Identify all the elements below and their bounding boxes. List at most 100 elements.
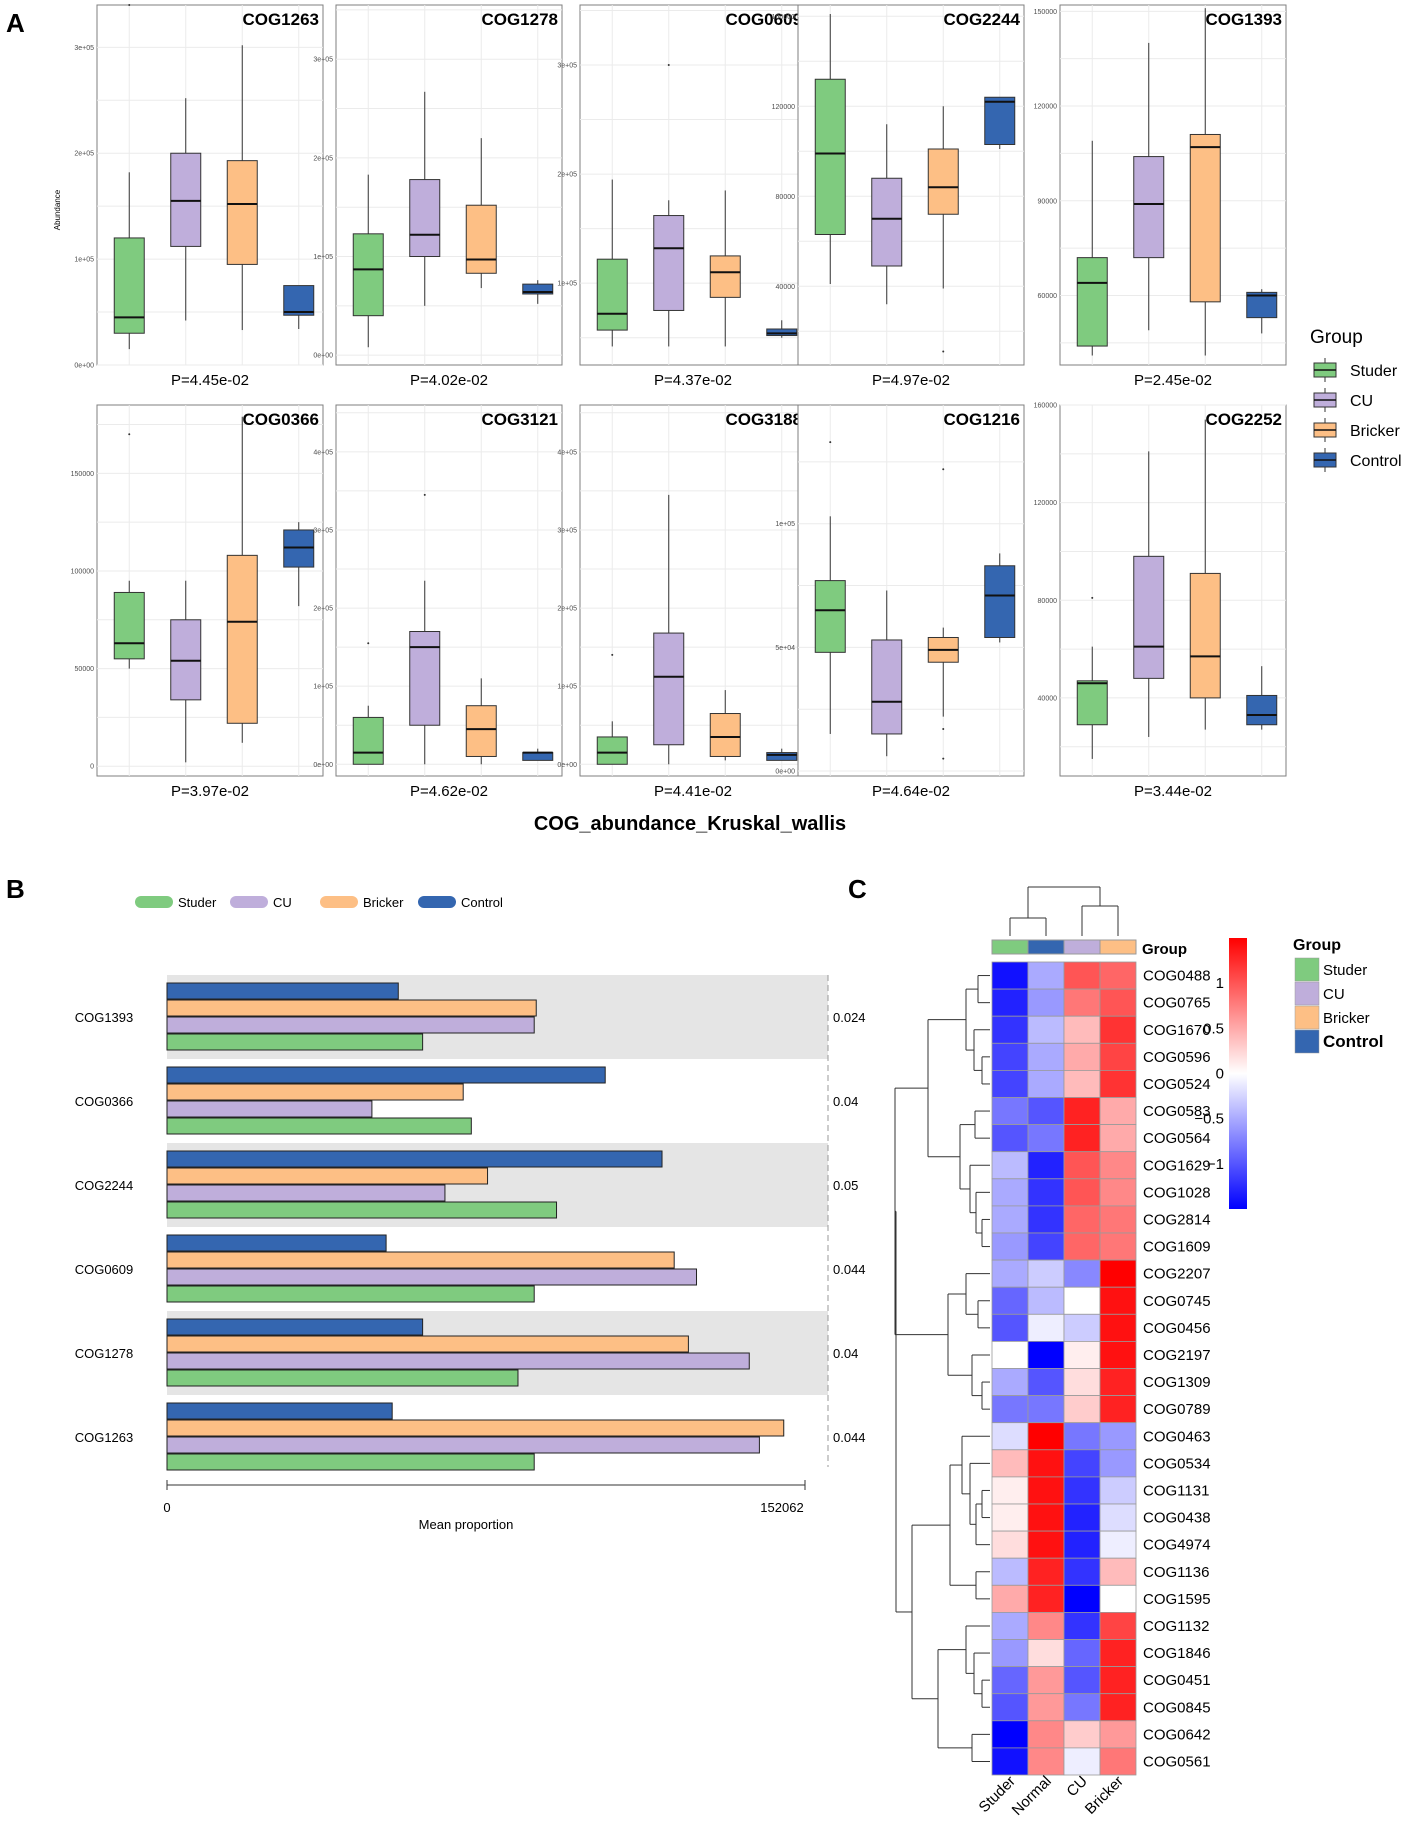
y-tick-label: 2e+05 — [557, 606, 577, 613]
heatmap-cell — [991, 1205, 1029, 1234]
y-tick-label: 160000 — [772, 14, 795, 21]
box-body — [596, 258, 628, 331]
legend-key — [1294, 1005, 1320, 1030]
box-body — [596, 736, 628, 765]
boxplot-cog0366: 0 50000 100000 150000 COG0366 P=3.97e-02 — [71, 404, 324, 800]
box-body — [170, 152, 202, 247]
heatmap-cell — [1099, 1639, 1137, 1668]
category-label: COG1278 — [75, 1346, 134, 1361]
panel-label-b: B — [6, 874, 25, 904]
heatmap-cell — [1027, 1015, 1065, 1044]
heatmap-cell — [1063, 1449, 1101, 1478]
heatmap-row-cog0642: COG0642 — [991, 1720, 1211, 1749]
heatmap-cell — [1027, 1720, 1065, 1749]
y-tick-label: 2e+05 — [313, 155, 333, 162]
heatmap-cell — [1099, 1368, 1137, 1397]
heatmap-row-cog1309: COG1309 — [991, 1368, 1211, 1397]
bar-cu — [166, 1436, 760, 1454]
row-label: COG0845 — [1143, 1699, 1211, 1716]
heatmap-cell — [1099, 1097, 1137, 1126]
p-value-label: 0.04 — [833, 1094, 858, 1109]
box-cu — [1133, 451, 1165, 737]
legend-label: Bricker — [1350, 423, 1400, 440]
bar-control — [166, 1318, 424, 1336]
box-studer — [352, 642, 384, 765]
box-bricker — [226, 45, 258, 331]
heatmap-cell — [1027, 1286, 1065, 1315]
legend-item-cu: CU — [230, 895, 292, 910]
heatmap-cell — [1099, 1205, 1137, 1234]
box-bricker — [927, 468, 959, 760]
color-scale-tick: 0 — [1216, 1066, 1224, 1083]
heatmap-cell — [1063, 1259, 1101, 1288]
heatmap-cell — [1027, 1693, 1065, 1722]
panel-a-legend-title: Group — [1310, 327, 1363, 348]
heatmap-cell — [1063, 1503, 1101, 1532]
heatmap-cell — [1099, 1557, 1137, 1586]
heatmap-cell — [1099, 1747, 1137, 1776]
panel-a-title: COG_abundance_Kruskal_wallis — [534, 813, 846, 835]
heatmap-cell — [1099, 1666, 1137, 1695]
box-body — [1246, 694, 1278, 726]
heatmap-cell — [991, 1042, 1029, 1071]
y-tick-label: 1e+05 — [313, 254, 333, 261]
color-scale-bar — [1229, 938, 1247, 1209]
heatmap-cell — [1063, 1666, 1101, 1695]
box-control — [1246, 666, 1278, 730]
heatmap-cell — [991, 1693, 1029, 1722]
heatmap-cell — [1099, 1341, 1137, 1369]
y-tick-label: 1e+05 — [74, 257, 94, 264]
heatmap-cell — [1027, 1747, 1065, 1776]
category-label: COG1393 — [75, 1010, 134, 1025]
box-studer — [814, 441, 846, 734]
legend-item-studer: Studer — [1313, 358, 1398, 382]
panel-title: COG1278 — [481, 10, 558, 29]
annotation-cell-studer — [991, 939, 1029, 955]
box-studer — [596, 653, 628, 765]
heatmap-cell — [1063, 1341, 1101, 1369]
heatmap-cell — [1027, 1368, 1065, 1397]
bar-group-cog1393: COG1393 0.024 — [75, 975, 866, 1059]
box-bricker — [709, 690, 741, 761]
legend-item-studer: Studer — [135, 895, 217, 910]
legend-key — [320, 896, 358, 908]
p-value-label: P=4.41e-02 — [654, 783, 732, 800]
bar-studer — [166, 1117, 472, 1135]
heatmap-cell — [1063, 1313, 1101, 1342]
category-label: COG0609 — [75, 1262, 134, 1277]
legend-item-cu: CU — [1294, 981, 1345, 1006]
bar-control — [166, 982, 399, 1000]
legend-item-cu: CU — [1313, 388, 1373, 412]
heatmap-cell — [1027, 1259, 1065, 1288]
heatmap-cell — [1099, 1693, 1137, 1722]
panel-label-a: A — [6, 8, 25, 38]
outlier-point — [829, 441, 832, 444]
panel-title: COG1263 — [242, 10, 319, 29]
p-value-label: 0.044 — [833, 1430, 866, 1445]
y-tick-label: 0e+00 — [775, 769, 795, 776]
row-label: COG0534 — [1143, 1455, 1211, 1472]
y-tick-label: 1e+05 — [557, 281, 577, 288]
heatmap-cell — [1099, 961, 1137, 990]
heatmap-cell — [1063, 1422, 1101, 1451]
box-body — [465, 705, 497, 757]
box-body — [1189, 133, 1221, 303]
bar-control — [166, 1234, 387, 1252]
panel-title: COG1216 — [943, 410, 1020, 429]
heatmap-cell — [991, 1639, 1029, 1668]
box-body — [113, 237, 145, 334]
bar-control — [166, 1066, 606, 1084]
box-cu — [1133, 42, 1165, 331]
p-value-label: P=4.02e-02 — [410, 372, 488, 389]
outlier-point — [667, 64, 670, 66]
y-tick-label: 120000 — [1034, 500, 1057, 507]
y-tick-label: 1e+05 — [313, 684, 333, 691]
box-body — [1076, 257, 1108, 347]
heatmap-cell — [1063, 1286, 1101, 1315]
row-label: COG0642 — [1143, 1726, 1211, 1743]
y-tick-label: 1e+05 — [775, 521, 795, 528]
box-control — [766, 320, 798, 338]
p-value-label: P=4.37e-02 — [654, 372, 732, 389]
heatmap-row-cog0456: COG0456 — [991, 1313, 1211, 1342]
